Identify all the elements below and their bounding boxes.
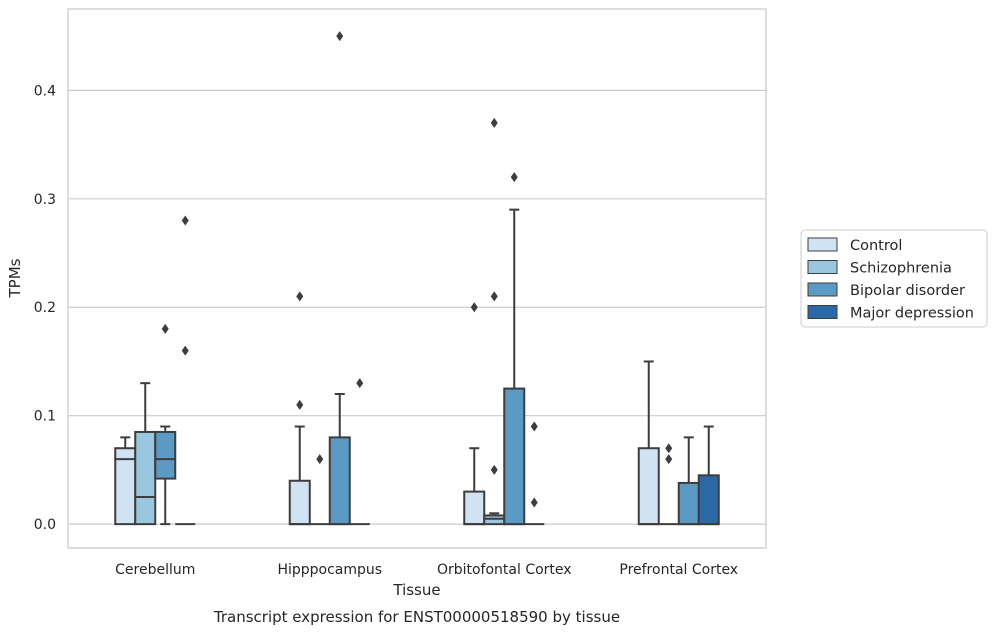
x-axis-title: Tissue [392,581,440,599]
legend-swatch [807,260,838,274]
outlier-point [356,378,364,389]
y-axis-title: TPMs [6,258,24,298]
outlier-point [530,421,538,432]
box-2-1 [483,117,506,526]
box-2-3 [524,421,545,526]
outlier-point [490,464,498,475]
outlier-point [510,172,518,183]
box-1-2 [328,31,351,526]
box-1-3 [349,378,370,526]
outlier-point [296,399,304,410]
legend-swatch [807,282,838,297]
legend-label: Schizophrenia [850,261,952,277]
box-2-0 [463,302,486,526]
box-3-0 [637,360,660,526]
box-body [483,514,506,526]
box-3-1 [658,443,679,526]
x-tick-labels: Cerebellum Hipppocampus Orbitofontal Corte… [115,562,738,578]
box-body [288,479,311,526]
box-body [463,490,486,526]
box-1-1 [309,454,330,526]
legend-label: Major depression [850,306,974,322]
y-tick-label: 0.1 [34,409,56,425]
outlier-point [665,454,673,465]
box-body [154,430,177,480]
box-body [503,387,526,526]
outlier-point [181,345,189,356]
outlier-point [181,215,189,226]
legend-label: Bipolar disorder [850,283,965,299]
legend: Control Schizophrenia Bipolar disorder Majo… [800,229,988,328]
box-0-2 [154,323,177,526]
box-body [677,481,700,526]
x-tick-label: Prefrontal Cortex [619,562,738,578]
legend-frame [800,229,988,328]
outlier-point [490,117,498,128]
x-tick-label: Hipppocampus [277,562,382,578]
y-tick-label: 0.4 [34,83,56,99]
chart-caption: Transcript expression for ENST0000051859… [213,608,620,626]
box-0-3 [175,215,196,526]
box-body [637,447,660,526]
outlier-point [161,323,169,334]
box-0-0 [114,436,137,526]
outlier-point [336,31,344,42]
box-3-3 [697,425,720,526]
box-2-2 [503,172,526,526]
box-0-1 [134,382,157,526]
y-tick-label: 0.0 [34,517,56,533]
boxes-layer [114,31,720,526]
outlier-point [665,443,673,454]
outlier-point [296,291,304,302]
x-tick-label: Orbitofontal Cortex [437,562,572,578]
plot-frame [67,8,767,549]
box-body [134,430,157,526]
x-tick-label: Cerebellum [115,562,195,578]
box-body [697,474,720,526]
legend-swatch [807,305,838,319]
outlier-point [530,497,538,508]
box-body [328,436,351,526]
legend-swatch [807,237,838,252]
outlier-point [316,454,324,465]
legend-label: Control [850,238,902,254]
outlier-point [470,302,478,313]
outlier-point [490,291,498,302]
y-tick-label: 0.2 [34,300,56,316]
box-1-0 [288,291,311,526]
y-tick-label: 0.3 [34,192,56,208]
box-3-2 [677,436,700,526]
y-tick-labels: 0.0 0.1 0.2 0.3 0.4 [34,83,56,533]
